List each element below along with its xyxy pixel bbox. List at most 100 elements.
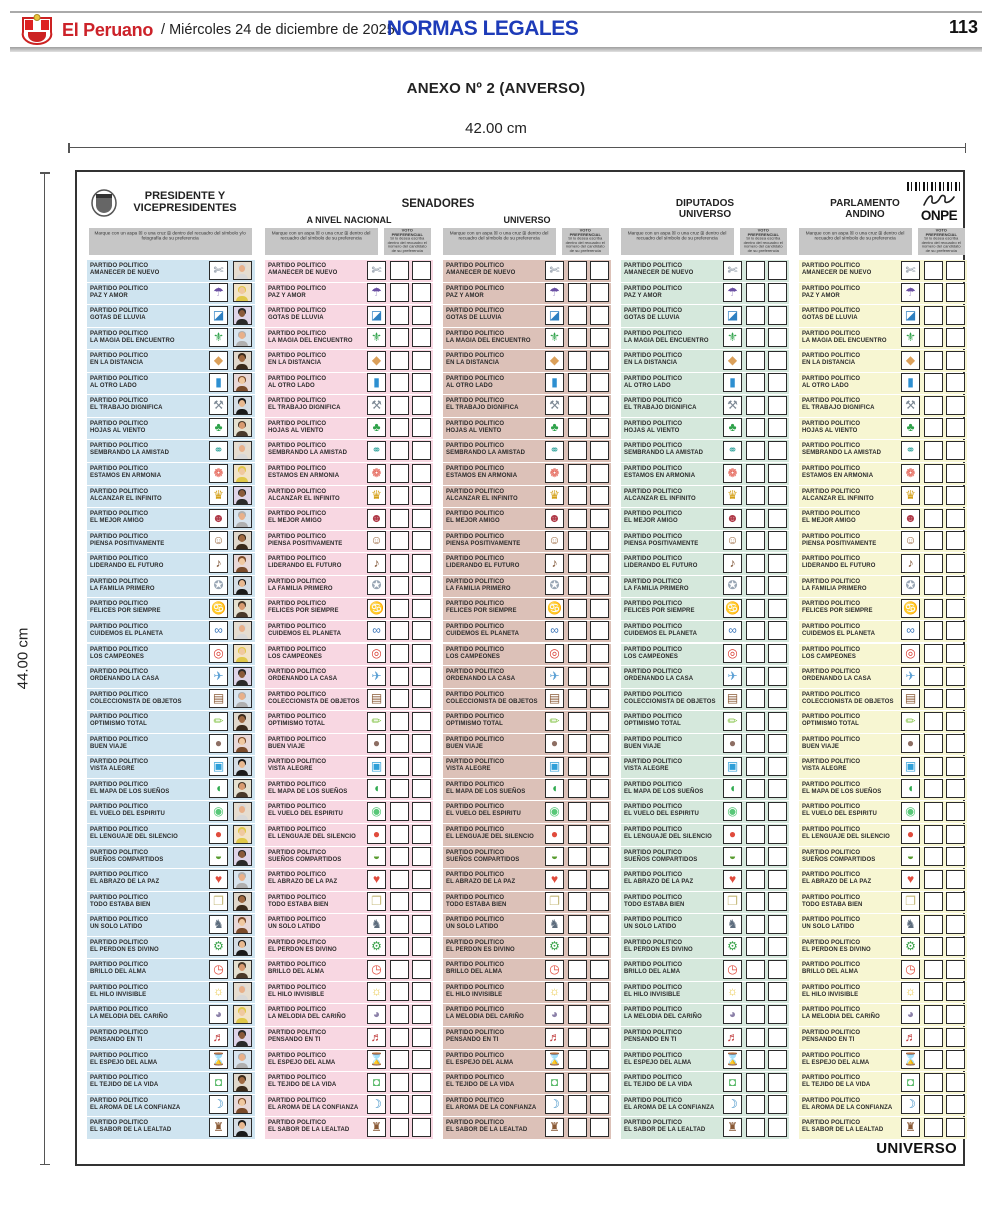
preferential-vote-box-1[interactable]: [746, 689, 765, 709]
statue-icon[interactable]: ♛: [901, 486, 920, 506]
preferential-vote-box-2[interactable]: [946, 418, 965, 438]
socks-icon[interactable]: ⚭: [901, 440, 920, 460]
candidate-photo-box[interactable]: [233, 373, 252, 393]
preferential-vote-box-1[interactable]: [568, 260, 587, 280]
bread-icon[interactable]: ◆: [723, 350, 742, 370]
preferential-vote-box-1[interactable]: [746, 598, 765, 618]
preferential-vote-box-2[interactable]: [412, 508, 431, 528]
avocado-icon[interactable]: ◒: [723, 847, 742, 867]
bread-icon[interactable]: ◆: [209, 350, 228, 370]
candidate-photo-box[interactable]: [233, 1117, 252, 1137]
preferential-vote-box-2[interactable]: [590, 1050, 609, 1070]
cat-icon[interactable]: ♞: [723, 914, 742, 934]
paper-plane-icon[interactable]: ✈: [901, 666, 920, 686]
preferential-vote-box-2[interactable]: [412, 779, 431, 799]
cat-icon[interactable]: ♞: [367, 914, 386, 934]
alarm-clock-icon[interactable]: ◷: [209, 959, 228, 979]
bone-icon[interactable]: ⌛: [723, 1050, 742, 1070]
candidate-photo-box[interactable]: [233, 734, 252, 754]
notes-icon[interactable]: ❐: [367, 892, 386, 912]
preferential-vote-box-2[interactable]: [412, 621, 431, 641]
preferential-vote-box-2[interactable]: [412, 644, 431, 664]
monkey-icon[interactable]: ☺: [209, 531, 228, 551]
preferential-vote-box-1[interactable]: [568, 576, 587, 596]
hammer-icon[interactable]: ⚒: [209, 395, 228, 415]
laptop-icon[interactable]: ▣: [723, 756, 742, 776]
preferential-vote-box-2[interactable]: [768, 892, 787, 912]
preferential-vote-box-2[interactable]: [768, 373, 787, 393]
sneaker-icon[interactable]: ✪: [901, 576, 920, 596]
preferential-vote-box-2[interactable]: [946, 1117, 965, 1137]
preferential-vote-box-1[interactable]: [746, 824, 765, 844]
preferential-vote-box-1[interactable]: [746, 440, 765, 460]
guitar-icon[interactable]: ♬: [545, 1027, 564, 1047]
candidate-photo-box[interactable]: [233, 328, 252, 348]
preferential-vote-box-1[interactable]: [746, 644, 765, 664]
balloon-icon[interactable]: ●: [367, 824, 386, 844]
preferential-vote-box-1[interactable]: [924, 283, 943, 303]
preferential-vote-box-2[interactable]: [946, 1004, 965, 1024]
preferential-vote-box-1[interactable]: [390, 418, 409, 438]
preferential-vote-box-1[interactable]: [924, 801, 943, 821]
preferential-vote-box-1[interactable]: [924, 644, 943, 664]
preferential-vote-box-2[interactable]: [412, 959, 431, 979]
preferential-vote-box-1[interactable]: [390, 711, 409, 731]
preferential-vote-box-1[interactable]: [568, 644, 587, 664]
preferential-vote-box-2[interactable]: [946, 395, 965, 415]
watermelon-icon[interactable]: ◖: [367, 779, 386, 799]
preferential-vote-box-1[interactable]: [390, 779, 409, 799]
preferential-vote-box-1[interactable]: [924, 734, 943, 754]
tshirt-icon[interactable]: ⚜: [545, 328, 564, 348]
preferential-vote-box-1[interactable]: [924, 553, 943, 573]
preferential-vote-box-2[interactable]: [768, 305, 787, 325]
preferential-vote-box-1[interactable]: [746, 1027, 765, 1047]
preferential-vote-box-2[interactable]: [946, 486, 965, 506]
preferential-vote-box-1[interactable]: [924, 350, 943, 370]
preferential-vote-box-1[interactable]: [390, 1027, 409, 1047]
sneaker-icon[interactable]: ✪: [723, 576, 742, 596]
preferential-vote-box-2[interactable]: [412, 553, 431, 573]
preferential-vote-box-1[interactable]: [390, 440, 409, 460]
preferential-vote-box-2[interactable]: [412, 1095, 431, 1115]
candidate-photo-box[interactable]: [233, 959, 252, 979]
sneaker-icon[interactable]: ✪: [209, 576, 228, 596]
bear-icon[interactable]: ●: [901, 734, 920, 754]
preferential-vote-box-2[interactable]: [412, 576, 431, 596]
chick-icon[interactable]: ☼: [723, 982, 742, 1002]
preferential-vote-box-1[interactable]: [924, 711, 943, 731]
preferential-vote-box-2[interactable]: [768, 1004, 787, 1024]
theater-masks-icon[interactable]: ☻: [723, 508, 742, 528]
preferential-vote-box-1[interactable]: [568, 914, 587, 934]
preferential-vote-box-2[interactable]: [590, 1004, 609, 1024]
umbrella-icon[interactable]: ☂: [545, 283, 564, 303]
statue-icon[interactable]: ♛: [367, 486, 386, 506]
preferential-vote-box-2[interactable]: [768, 395, 787, 415]
preferential-vote-box-2[interactable]: [412, 395, 431, 415]
car-icon[interactable]: ◘: [901, 1072, 920, 1092]
preferential-vote-box-1[interactable]: [390, 260, 409, 280]
preferential-vote-box-1[interactable]: [568, 395, 587, 415]
preferential-vote-box-1[interactable]: [746, 531, 765, 551]
bicycle-icon[interactable]: ∞: [723, 621, 742, 641]
clover-icon[interactable]: ♣: [901, 418, 920, 438]
bear-icon[interactable]: ●: [367, 734, 386, 754]
candy-icon[interactable]: ❁: [367, 463, 386, 483]
preferential-vote-box-2[interactable]: [768, 1027, 787, 1047]
preferential-vote-box-1[interactable]: [568, 531, 587, 551]
socks-icon[interactable]: ⚭: [545, 440, 564, 460]
preferential-vote-box-2[interactable]: [768, 576, 787, 596]
preferential-vote-box-1[interactable]: [924, 621, 943, 641]
preferential-vote-box-1[interactable]: [746, 576, 765, 596]
preferential-vote-box-2[interactable]: [768, 508, 787, 528]
preferential-vote-box-1[interactable]: [924, 869, 943, 889]
preferential-vote-box-2[interactable]: [768, 350, 787, 370]
chick-icon[interactable]: ☼: [901, 982, 920, 1002]
preferential-vote-box-1[interactable]: [568, 982, 587, 1002]
preferential-vote-box-1[interactable]: [568, 756, 587, 776]
preferential-vote-box-1[interactable]: [746, 734, 765, 754]
preferential-vote-box-1[interactable]: [746, 779, 765, 799]
preferential-vote-box-1[interactable]: [390, 824, 409, 844]
preferential-vote-box-1[interactable]: [924, 1072, 943, 1092]
preferential-vote-box-2[interactable]: [946, 734, 965, 754]
theater-masks-icon[interactable]: ☻: [545, 508, 564, 528]
